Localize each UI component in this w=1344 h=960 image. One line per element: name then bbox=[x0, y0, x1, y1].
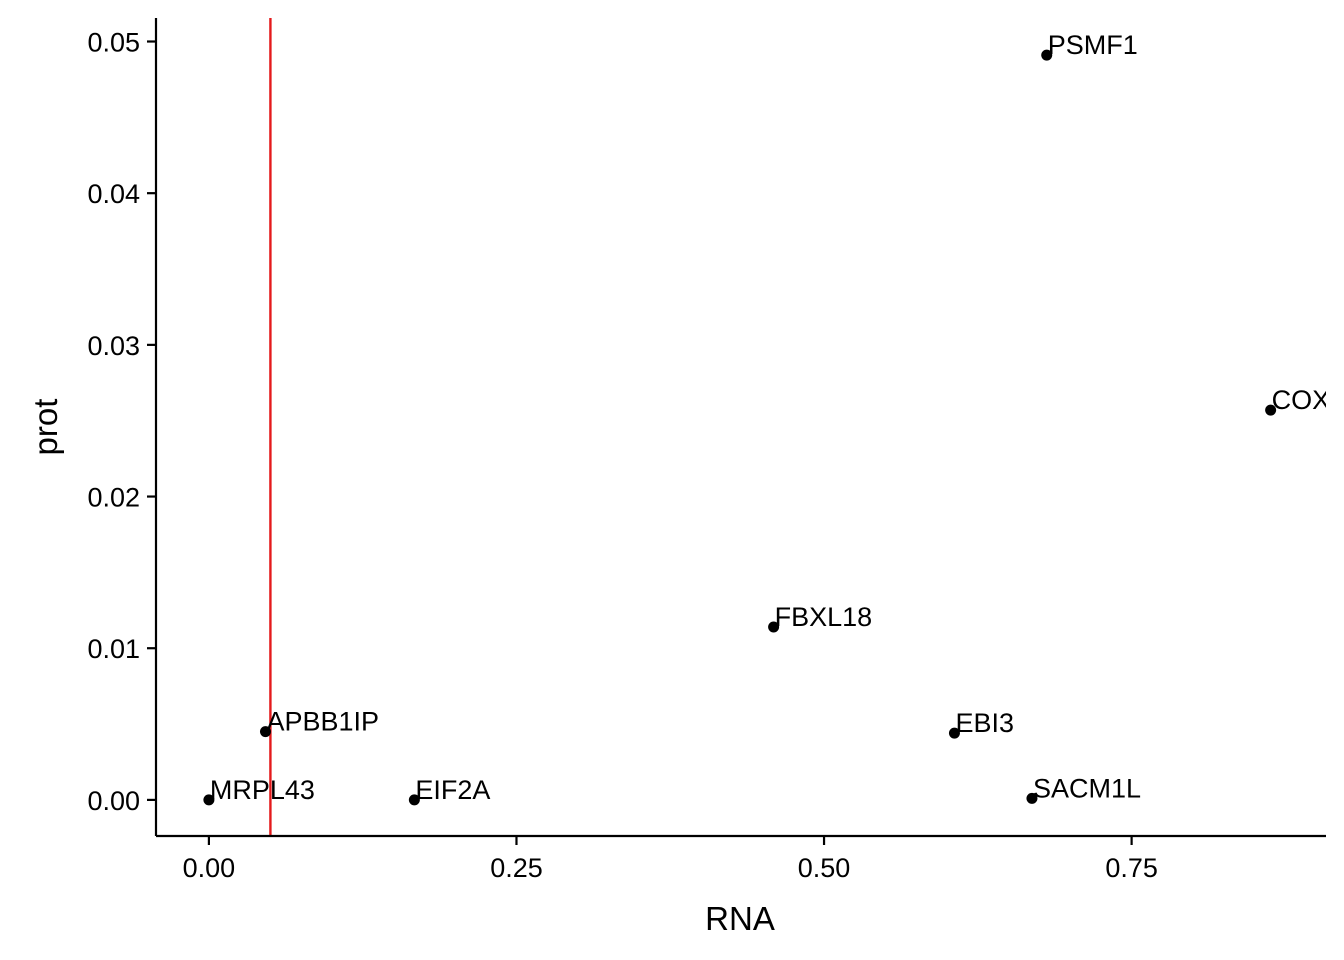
x-tick-label: 0.50 bbox=[798, 853, 851, 883]
y-tick-label: 0.05 bbox=[87, 28, 140, 58]
data-point bbox=[1026, 792, 1038, 804]
point-label: PSMF1 bbox=[1048, 30, 1138, 60]
point-label: EIF2A bbox=[415, 775, 490, 805]
x-tick-label: 0.75 bbox=[1105, 853, 1158, 883]
x-tick-label: 0.25 bbox=[490, 853, 543, 883]
data-point bbox=[1041, 49, 1053, 61]
data-point bbox=[768, 621, 780, 633]
point-label: EBI3 bbox=[955, 708, 1014, 738]
data-point bbox=[948, 727, 960, 739]
data-point bbox=[203, 794, 215, 806]
x-tick-label: 0.00 bbox=[183, 853, 236, 883]
x-axis-title: RNA bbox=[705, 900, 775, 937]
point-label: COX bbox=[1272, 385, 1331, 415]
y-tick-label: 0.04 bbox=[87, 179, 140, 209]
y-tick-label: 0.00 bbox=[87, 786, 140, 816]
point-label: APBB1IP bbox=[266, 707, 379, 737]
y-axis-title: prot bbox=[27, 399, 64, 456]
point-label: FBXL18 bbox=[775, 602, 873, 632]
data-point bbox=[408, 794, 420, 806]
point-label: MRPL43 bbox=[210, 775, 315, 805]
plot-area: PSMF1 COX FBXL18 APBB1IP EBI3 MRPL43 EIF2A SACM… bbox=[203, 18, 1331, 836]
axes: 0.00 0.25 0.50 0.75 0.00 0.01 0.02 0.03 0.04 0.05 bbox=[87, 18, 1326, 883]
y-tick-label: 0.03 bbox=[87, 331, 140, 361]
y-tick-label: 0.01 bbox=[87, 634, 140, 664]
data-point bbox=[1265, 404, 1277, 416]
y-tick-label: 0.02 bbox=[87, 483, 140, 513]
data-point bbox=[259, 726, 271, 738]
point-label: SACM1L bbox=[1033, 773, 1141, 803]
